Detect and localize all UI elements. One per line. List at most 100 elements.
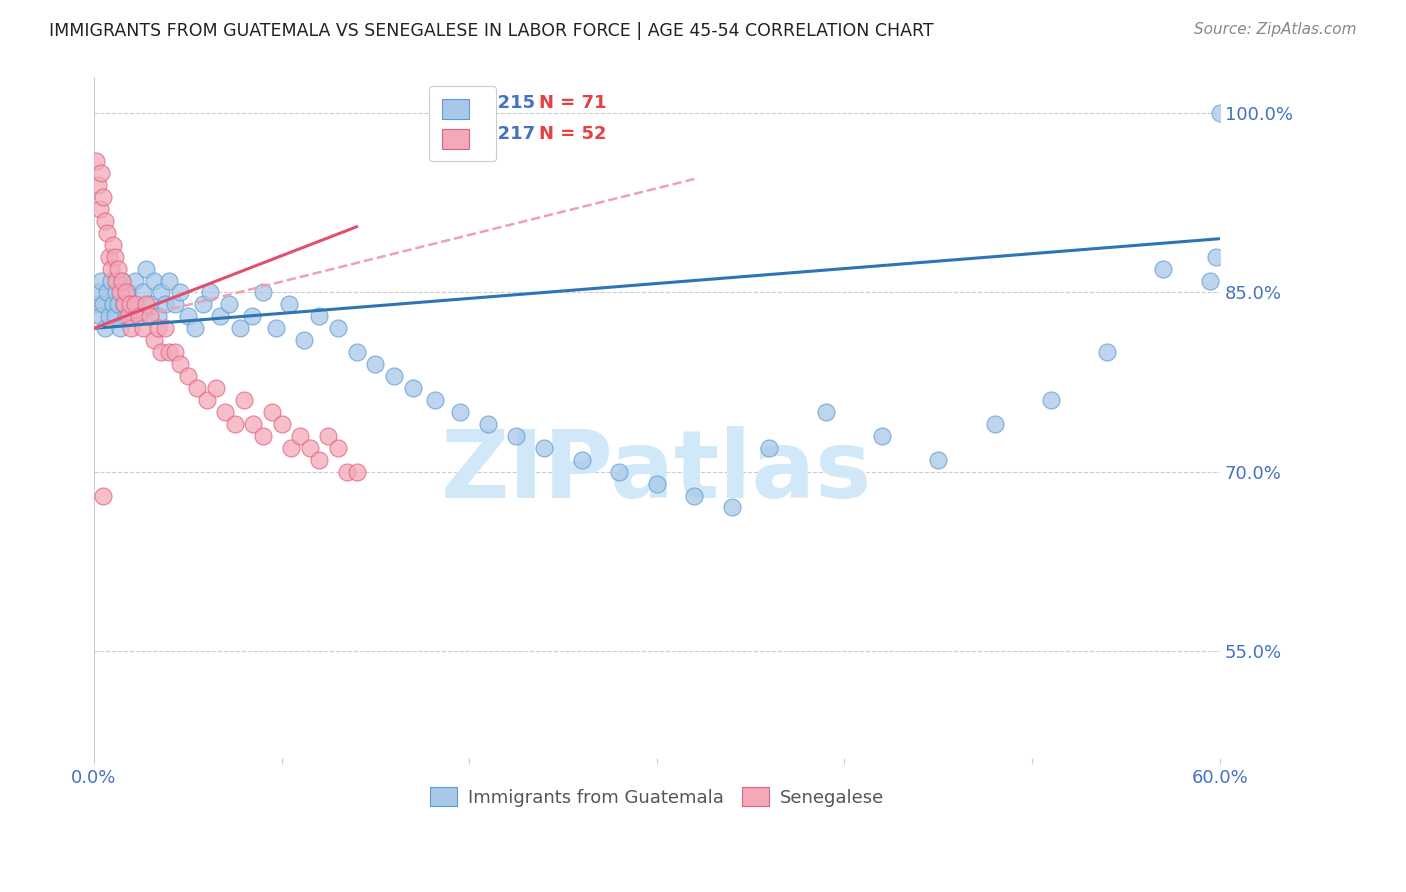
Point	[326, 321, 349, 335]
Point	[139, 310, 162, 324]
Text: N = 71: N = 71	[538, 95, 606, 112]
Point	[117, 310, 139, 324]
Text: ZIPatlas: ZIPatlas	[441, 426, 873, 518]
Point	[205, 381, 228, 395]
Point	[425, 392, 447, 407]
Point	[1039, 392, 1062, 407]
Point	[107, 297, 129, 311]
Point	[645, 476, 668, 491]
Point	[112, 297, 135, 311]
Point	[240, 310, 263, 324]
Point	[571, 452, 593, 467]
Point	[100, 273, 122, 287]
Point	[200, 285, 222, 300]
Point	[108, 285, 131, 300]
Text: R = 0.217: R = 0.217	[437, 125, 536, 143]
Point	[290, 429, 312, 443]
Point	[169, 285, 191, 300]
Point	[242, 417, 264, 431]
Point	[128, 310, 150, 324]
Point	[233, 392, 256, 407]
Point	[346, 345, 368, 359]
Point	[607, 465, 630, 479]
Point	[114, 310, 136, 324]
Text: Source: ZipAtlas.com: Source: ZipAtlas.com	[1194, 22, 1357, 37]
Point	[157, 345, 180, 359]
Point	[108, 321, 131, 335]
Point	[252, 429, 274, 443]
Point	[1209, 106, 1232, 120]
Point	[270, 417, 292, 431]
Point	[177, 310, 200, 324]
Point	[346, 465, 368, 479]
Point	[208, 310, 231, 324]
Point	[683, 489, 706, 503]
Point	[91, 297, 114, 311]
Point	[124, 273, 146, 287]
Point	[721, 500, 744, 515]
Point	[97, 250, 120, 264]
Point	[505, 429, 527, 443]
Point	[105, 285, 128, 300]
Point	[177, 369, 200, 384]
Point	[112, 297, 135, 311]
Point	[150, 345, 173, 359]
Point	[336, 465, 359, 479]
Point	[1152, 261, 1174, 276]
Point	[132, 321, 155, 335]
Point	[146, 321, 169, 335]
Point	[155, 297, 177, 311]
Point	[135, 261, 157, 276]
Text: R = 0.215: R = 0.215	[437, 95, 536, 112]
Point	[103, 250, 125, 264]
Point	[94, 214, 117, 228]
Point	[96, 285, 118, 300]
Point	[101, 297, 124, 311]
Point	[120, 321, 142, 335]
Point	[150, 285, 173, 300]
Point	[89, 202, 111, 216]
Point	[1205, 250, 1227, 264]
Point	[86, 178, 108, 192]
Point	[533, 441, 555, 455]
Point	[224, 417, 246, 431]
Point	[155, 321, 177, 335]
Point	[143, 273, 166, 287]
Point	[229, 321, 252, 335]
Point	[84, 297, 107, 311]
Point	[128, 310, 150, 324]
Point	[97, 310, 120, 324]
Point	[117, 285, 139, 300]
Point	[163, 297, 186, 311]
Point	[184, 321, 207, 335]
Point	[94, 321, 117, 335]
Point	[308, 310, 330, 324]
Point	[191, 297, 214, 311]
Point	[107, 261, 129, 276]
Point	[252, 285, 274, 300]
Point	[402, 381, 425, 395]
Point	[90, 166, 112, 180]
Point	[157, 273, 180, 287]
Point	[218, 297, 240, 311]
Point	[477, 417, 499, 431]
Point	[326, 441, 349, 455]
Point	[132, 285, 155, 300]
Point	[318, 429, 340, 443]
Text: IMMIGRANTS FROM GUATEMALA VS SENEGALESE IN LABOR FORCE | AGE 45-54 CORRELATION C: IMMIGRANTS FROM GUATEMALA VS SENEGALESE …	[49, 22, 934, 40]
Point	[195, 392, 218, 407]
Point	[758, 441, 780, 455]
Point	[100, 261, 122, 276]
Text: N = 52: N = 52	[538, 125, 606, 143]
Point	[1199, 273, 1222, 287]
Point	[364, 357, 387, 371]
Point	[111, 273, 134, 287]
Point	[262, 405, 284, 419]
Point	[814, 405, 837, 419]
Point	[169, 357, 191, 371]
Point	[143, 333, 166, 347]
Point	[118, 297, 141, 311]
Point	[280, 441, 302, 455]
Point	[111, 273, 134, 287]
Point	[91, 190, 114, 204]
